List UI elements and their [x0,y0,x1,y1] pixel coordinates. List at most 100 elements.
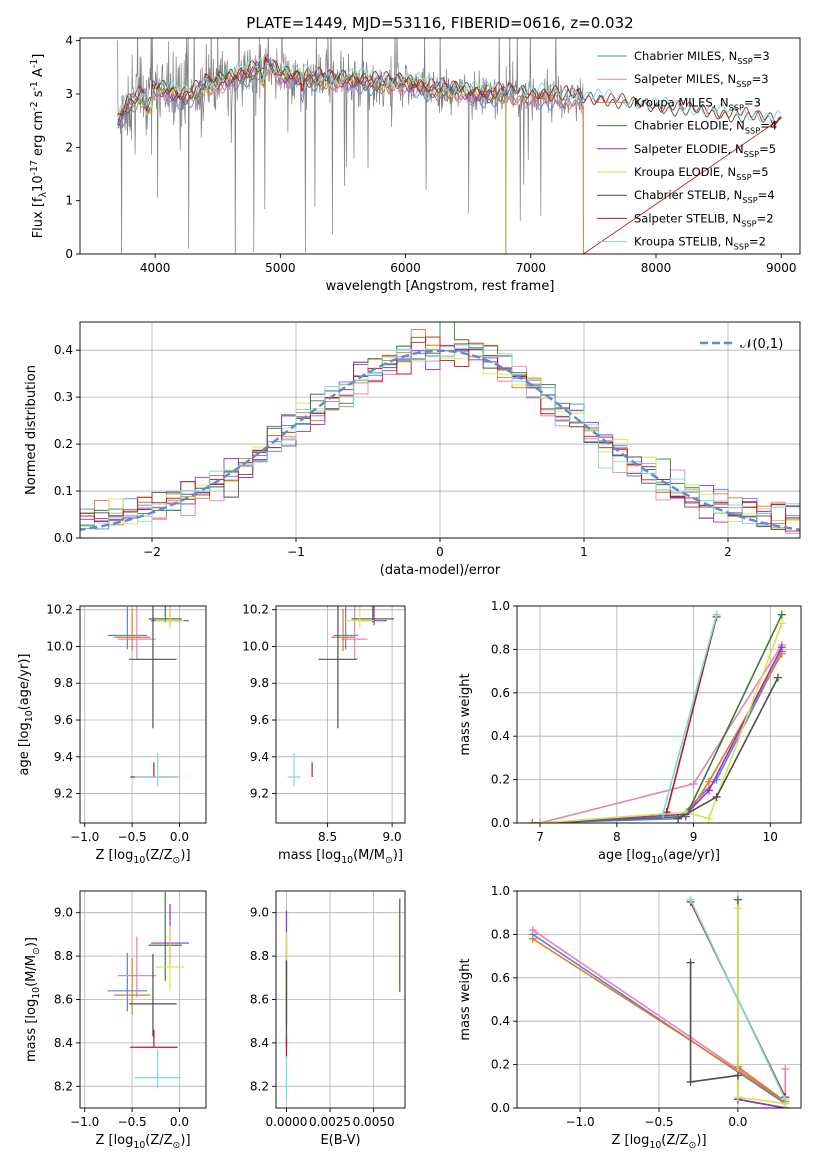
label-fragment: SSP [734,242,749,252]
x-tick-label: 7 [536,830,544,844]
axes-frame [79,605,207,824]
x-tick-label: 0.0 [170,1115,189,1129]
label-fragment: 10 [133,855,145,866]
label-fragment: Salpeter ELODIE, N [634,142,744,156]
label-fragment: Salpeter STELIB, N [634,211,741,225]
scatter-plot-area [285,898,401,1100]
label-fragment: 10 [651,855,663,866]
y-axis-label: age [log10(age/yr)] [17,654,35,776]
observed-spectrum-line [117,38,584,254]
weight-marker [773,673,782,682]
label-fragment: )] [696,1133,706,1148]
label-fragment: )] [180,1133,190,1148]
weight-marker [733,1093,742,1102]
label-fragment: )] [24,937,39,947]
y-tick-label: 0.2 [54,437,73,451]
y-tick-label: 0.2 [491,773,510,787]
weight-line [532,653,783,823]
x-tick-label: 10 [763,830,778,844]
weight-marker [686,958,695,967]
weight-vs-metallicity-panel: −1.0 −0.5 0.0 0.0 0.2 0.4 0.6 0.8 1.0 Z [log10(Z/… [458,884,802,1151]
label-fragment: 10 [31,987,42,999]
label-fragment: =5 [759,142,776,156]
y-tick-label: 9.4 [54,750,73,764]
label-fragment: wavelength [Angstrom, rest frame] [326,279,555,294]
weight-line [662,614,718,815]
label-fragment: -2 [29,101,40,110]
label-fragment: =4 [758,188,775,202]
x-tick-label: 0 [436,545,444,559]
weight-marker [712,610,721,619]
weight-line [539,623,783,823]
label-fragment: SSP [745,126,760,136]
weight-line [689,899,786,1100]
label-fragment: Kroupa MILES, N [634,95,729,109]
label-fragment: Chabrier STELIB, N [634,188,742,202]
legend-entry: Salpeter STELIB, NSSP=2 [634,211,774,228]
legend-entry: Kroupa STELIB, NSSP=2 [634,235,766,252]
x-tick-label: 9.0 [383,830,402,844]
residual-histogram-panel: −2 −1 0 1 2 0.0 0.1 0.2 0.3 0.4 (data-model)/error… [24,321,801,578]
label-fragment: -1 [29,81,40,90]
label-fragment: Salpeter MILES, N [634,72,736,86]
label-fragment: =3 [753,49,770,63]
y-tick-label: 0.8 [491,642,510,656]
axes-frame [516,890,802,1109]
x-tick-label: 0.0000 [265,1115,307,1129]
label-fragment: (Z/Z [145,848,172,863]
age-vs-mass-panel: 8.5 9.0 9.2 9.4 9.6 9.8 10.0 10.2 mass [log10(M/… [242,603,406,866]
model-spectrum-line [117,57,782,123]
y-axis-label: Normed distribution [24,365,39,495]
y-tick-label: 9.6 [250,713,269,727]
y-tick-label: 0.4 [491,1014,510,1028]
x-tick-label: 2 [724,545,732,559]
weight-marker [733,1071,742,1080]
chart-title: PLATE=1449, MJD=53116, FIBERID=0616, z=0… [246,14,633,32]
label-fragment: =4 [760,119,777,133]
x-tick-label: 9 [690,830,698,844]
weight-line [539,644,783,823]
x-tick-label: −0.5 [644,1115,673,1129]
x-tick-label: 8000 [641,261,672,275]
y-tick-label: 9.0 [54,906,73,920]
x-tick-label: 0.0050 [353,1115,395,1129]
x-axis-label: (data-model)/error [380,563,501,578]
x-axis-label: age [log10(age/yr)] [598,848,720,866]
label-fragment: mass [log [24,999,39,1062]
label-fragment: 10 [31,175,46,192]
y-tick-label: 8.6 [250,993,269,1007]
histogram-step-line [80,343,800,528]
weight-marker [733,895,742,904]
y-tick-label: 10.0 [242,639,269,653]
label-fragment: ⊙ [385,855,393,866]
y-tick-label: 3 [65,87,73,101]
x-tick-label: −1 [287,545,305,559]
label-fragment: erg cm [31,111,46,160]
label-fragment: Chabrier MILES, N [634,49,737,63]
mass-vs-extinction-panel: 0.0000 0.0025 0.0050 8.2 8.4 8.6 8.8 9.0 E(B-V) [250,890,406,1148]
weight-line [539,646,783,823]
legend-entry: Chabrier MILES, NSSP=3 [634,49,770,66]
axes-frame [79,890,207,1109]
axes-frame [275,605,406,824]
weight-marker [528,819,537,823]
y-tick-label: 8.4 [250,1036,269,1050]
label-fragment: )] [180,848,190,863]
x-tick-label: 0.0 [170,830,189,844]
x-tick-label: 9000 [766,261,797,275]
y-tick-label: 0.2 [491,1058,510,1072]
label-fragment: (Z/Z [661,1133,688,1148]
weight-marker [704,777,713,786]
label-fragment: age [log [17,722,32,775]
x-tick-label: 5000 [265,261,296,275]
label-fragment: SSP [736,172,751,182]
weight-marker [528,926,537,935]
weight-marker [658,810,667,819]
y-tick-label: 8.4 [54,1036,73,1050]
label-fragment: mass weight [458,673,473,755]
label-fragment: (Z/Z [145,1133,172,1148]
weight-marker [704,786,713,795]
y-tick-label: 0.0 [54,531,73,545]
y-tick-label: 8.2 [54,1079,73,1093]
label-fragment: (M/M [353,848,385,863]
